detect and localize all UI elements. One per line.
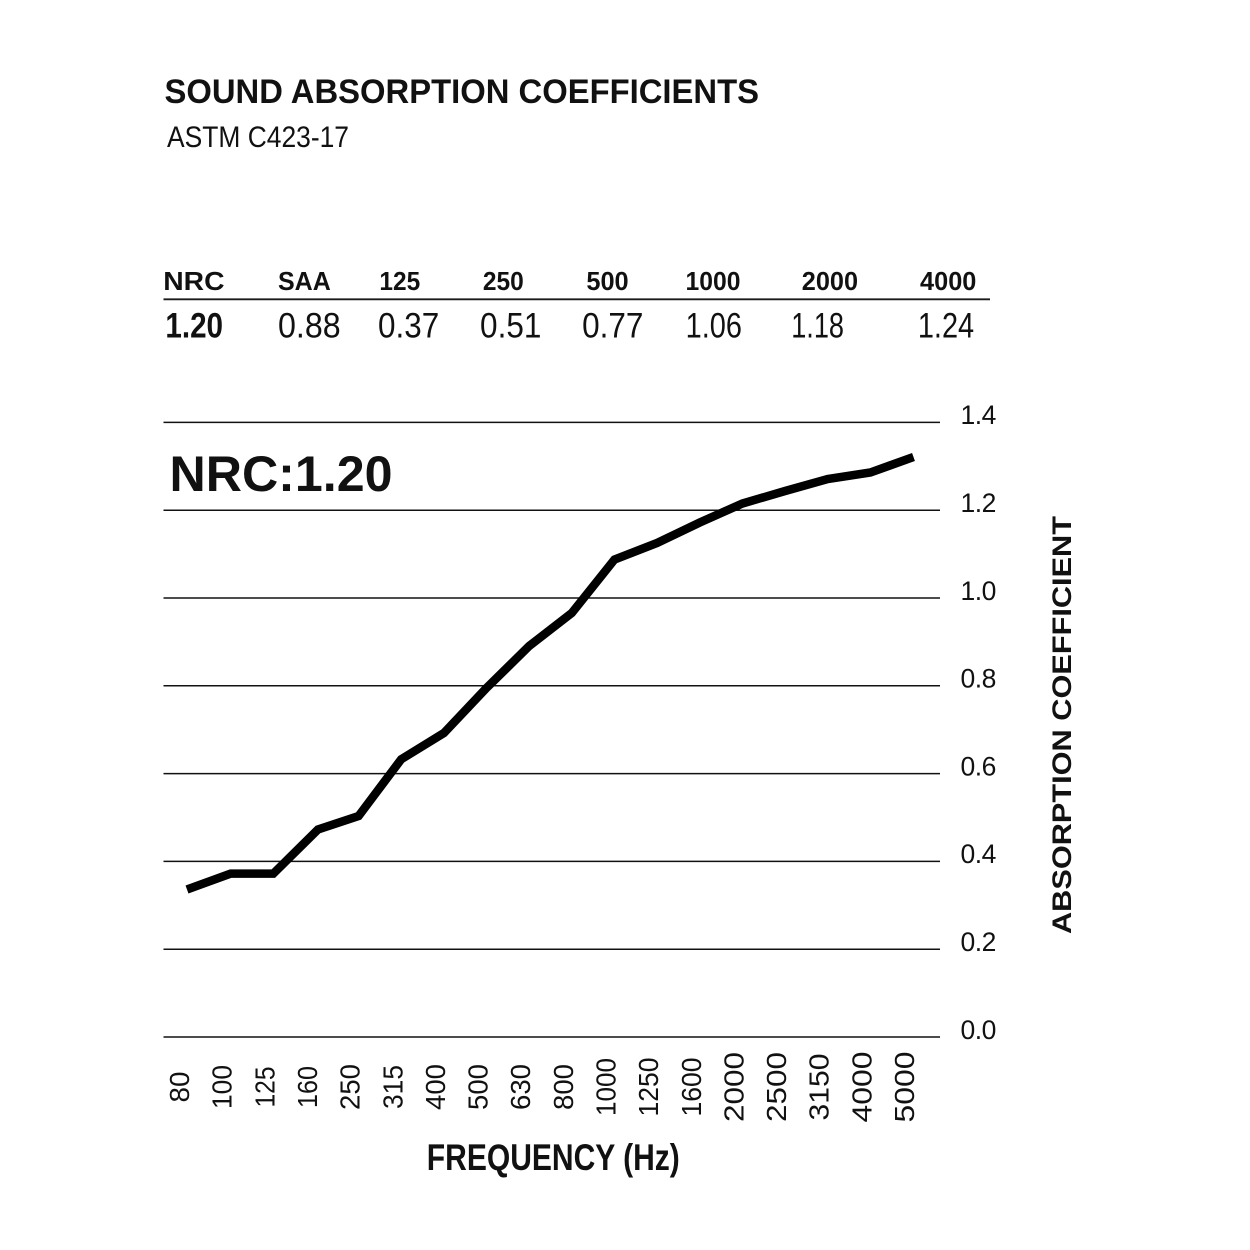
svg-text:3150: 3150 [804,1054,835,1121]
svg-text:1.0: 1.0 [961,576,996,606]
svg-text:125: 125 [249,1067,280,1108]
svg-text:125: 125 [379,266,420,296]
svg-text:4000: 4000 [920,266,976,296]
svg-text:ASTM C423-17: ASTM C423-17 [167,121,349,154]
svg-text:2000: 2000 [718,1052,749,1122]
svg-text:5000: 5000 [889,1052,920,1123]
svg-text:4000: 4000 [846,1052,877,1123]
svg-text:1250: 1250 [633,1058,664,1117]
svg-text:500: 500 [463,1064,494,1110]
svg-text:NRC: NRC [163,266,225,296]
svg-text:0.8: 0.8 [961,664,996,694]
svg-text:ABSORPTION COEFFICIENT: ABSORPTION COEFFICIENT [1047,516,1077,934]
svg-text:800: 800 [548,1064,579,1110]
svg-text:0.88: 0.88 [278,305,341,345]
svg-text:0.2: 0.2 [961,927,996,957]
svg-text:1.2: 1.2 [961,488,996,518]
svg-text:FREQUENCY (Hz): FREQUENCY (Hz) [427,1137,680,1178]
svg-text:1.4: 1.4 [961,400,996,430]
svg-text:315: 315 [377,1065,408,1109]
svg-text:0.6: 0.6 [961,751,996,781]
svg-text:SAA: SAA [278,266,331,296]
svg-text:1600: 1600 [676,1058,707,1117]
svg-text:1.24: 1.24 [918,305,974,345]
svg-text:1000: 1000 [591,1058,622,1116]
svg-text:100: 100 [207,1065,238,1109]
svg-text:2500: 2500 [761,1052,792,1122]
svg-text:500: 500 [586,266,628,296]
svg-text:0.77: 0.77 [582,305,643,345]
svg-text:250: 250 [335,1064,366,1110]
svg-text:630: 630 [505,1064,536,1110]
svg-text:250: 250 [483,266,524,296]
svg-text:1.20: 1.20 [165,305,223,345]
svg-text:NRC:1.20: NRC:1.20 [170,446,393,502]
svg-text:400: 400 [420,1064,451,1110]
svg-text:0.0: 0.0 [961,1015,996,1045]
svg-text:80: 80 [164,1072,195,1103]
svg-text:2000: 2000 [802,266,858,296]
svg-text:1.06: 1.06 [686,305,742,345]
svg-text:SOUND ABSORPTION COEFFICIENTS: SOUND ABSORPTION COEFFICIENTS [165,73,760,111]
svg-text:1000: 1000 [686,266,741,296]
svg-text:0.37: 0.37 [378,305,439,345]
svg-text:0.51: 0.51 [480,305,541,345]
svg-text:160: 160 [292,1066,323,1108]
svg-text:0.4: 0.4 [961,839,996,869]
svg-text:1.18: 1.18 [791,305,844,345]
